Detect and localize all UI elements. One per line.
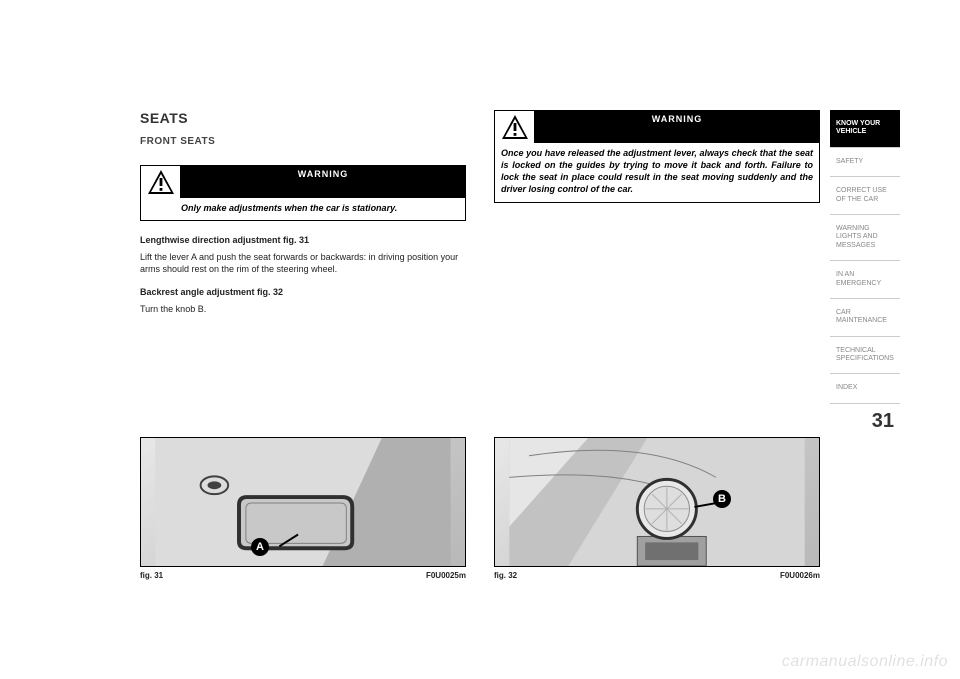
- warning-box-2: WARNING Once you have released the adjus…: [494, 110, 820, 203]
- page-number: 31: [830, 404, 900, 433]
- figure-31-label: A: [251, 538, 269, 556]
- tab-index[interactable]: INDEX: [830, 374, 900, 403]
- section2-body: Turn the knob B.: [140, 303, 466, 315]
- tab-know-your-vehicle[interactable]: KNOW YOUR VEHICLE: [830, 110, 900, 148]
- tab-emergency[interactable]: IN AN EMERGENCY: [830, 261, 900, 299]
- figure-31-wrap: A fig. 31 F0U0025m: [140, 437, 466, 580]
- tab-correct-use[interactable]: CORRECT USE OF THE CAR: [830, 177, 900, 215]
- tab-safety[interactable]: SAFETY: [830, 148, 900, 177]
- page-title: SEATS: [140, 110, 466, 126]
- tab-warning-lights[interactable]: WARNING LIGHTS AND MESSAGES: [830, 215, 900, 261]
- left-column: SEATS FRONT SEATS WARNING Only make adju…: [140, 110, 466, 580]
- warning-triangle-icon: [141, 166, 181, 198]
- figure-32-label: B: [713, 490, 731, 508]
- tab-technical-specs[interactable]: TECHNICAL SPECIFICATIONS: [830, 337, 900, 375]
- right-column: WARNING Once you have released the adjus…: [494, 110, 820, 580]
- sidebar: KNOW YOUR VEHICLE SAFETY CORRECT USE OF …: [830, 110, 900, 433]
- section1-heading: Lengthwise direction adjustment fig. 31: [140, 235, 466, 245]
- figure-32: B: [494, 437, 820, 567]
- warning-box-1: WARNING Only make adjustments when the c…: [140, 165, 466, 221]
- tab-maintenance[interactable]: CAR MAINTENANCE: [830, 299, 900, 337]
- warning-body-row: Only make adjustments when the car is st…: [141, 198, 465, 220]
- figure-31: A: [140, 437, 466, 567]
- warning-body-row: Once you have released the adjustment le…: [495, 143, 819, 202]
- warning-header: WARNING: [141, 166, 465, 198]
- section2-heading: Backrest angle adjustment fig. 32: [140, 287, 466, 297]
- watermark: carmanualsonline.info: [782, 653, 948, 671]
- figure-32-code: F0U0026m: [780, 571, 820, 580]
- page-content: SEATS FRONT SEATS WARNING Only make adju…: [140, 110, 820, 580]
- warning-label: WARNING: [181, 166, 465, 198]
- warning-text: Only make adjustments when the car is st…: [181, 198, 465, 220]
- warning-text: Once you have released the adjustment le…: [501, 143, 819, 202]
- section1-body: Lift the lever A and push the seat forwa…: [140, 251, 466, 275]
- warning-triangle-icon: [495, 111, 535, 143]
- figure-32-caption: fig. 32 F0U0026m: [494, 571, 820, 580]
- figure-32-wrap: B fig. 32 F0U0026m: [494, 437, 820, 580]
- figure-31-code: F0U0025m: [426, 571, 466, 580]
- figure-32-caption-text: fig. 32: [494, 571, 517, 580]
- warning-header: WARNING: [495, 111, 819, 143]
- figure-31-caption-text: fig. 31: [140, 571, 163, 580]
- warning-label: WARNING: [535, 111, 819, 143]
- figure-31-caption: fig. 31 F0U0025m: [140, 571, 466, 580]
- section-subtitle: FRONT SEATS: [140, 136, 466, 147]
